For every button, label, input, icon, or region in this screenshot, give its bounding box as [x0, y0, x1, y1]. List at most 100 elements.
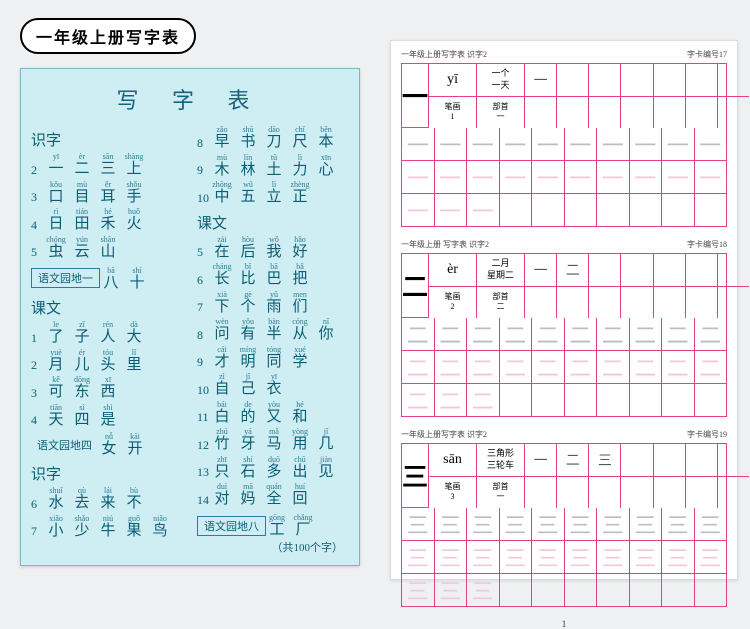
character: 马 [266, 436, 281, 453]
practice-block: 一年级上册写字表 识字2字卡编号17一yī一个 一天一笔画 1部首 一一一一一一… [401, 49, 727, 227]
char-row: 4tiān天sì四shì是 [31, 404, 183, 429]
page-title: 一年级上册写字表 [20, 18, 196, 54]
char-row: 7xià下gè个yǔ雨men们 [197, 291, 349, 316]
practice-cell: 三 [565, 541, 598, 573]
character: 目 [74, 189, 89, 206]
practice-cell: 二 [662, 318, 695, 350]
character: 中 [214, 189, 229, 206]
character: 半 [266, 326, 281, 343]
practice-cell: 二 [630, 351, 663, 383]
practice-cell: 三 [467, 508, 500, 540]
practice-cell: 一 [565, 161, 598, 193]
practice-cell [630, 384, 663, 416]
character: 同 [266, 354, 281, 371]
practice-cell: 一 [662, 161, 695, 193]
character: 可 [48, 384, 63, 401]
character: 早 [214, 134, 229, 151]
character: 只 [214, 464, 229, 481]
practice-cell: 二 [662, 351, 695, 383]
character: 你 [318, 326, 333, 343]
practice-cell: 三 [402, 541, 435, 573]
practice-cell [532, 384, 565, 416]
practice-cell: 一 [500, 161, 533, 193]
char-row: 2yuè月ér儿tóu头lǐ里 [31, 349, 183, 374]
practice-cell: 二 [532, 351, 565, 383]
character: 刀 [266, 134, 281, 151]
practice-cell [532, 194, 565, 226]
character: 竹 [214, 436, 229, 453]
section-heading: 识字 [31, 129, 183, 150]
practice-cell: 三 [662, 508, 695, 540]
character: 妈 [240, 491, 255, 508]
practice-cell [565, 574, 598, 606]
practice-cell: 三 [532, 541, 565, 573]
practice-cell: 二 [597, 351, 630, 383]
char-row: 语文园地一bā八shí十 [31, 263, 183, 291]
practice-cell [662, 574, 695, 606]
reference-sheet: 写 字 表 识字2yī一èr二sān三shàng上3kǒu口mù目ěr耳shǒu… [20, 68, 360, 566]
practice-cell: 一 [402, 194, 435, 226]
character: 子 [74, 329, 89, 346]
character: 白 [214, 409, 229, 426]
character: 火 [126, 216, 141, 233]
character: 才 [214, 354, 229, 371]
practice-cell: 一 [597, 128, 630, 160]
left-column: 识字2yī一èr二sān三shàng上3kǒu口mù目ěr耳shǒu手4rì日t… [31, 123, 183, 542]
character: 东 [74, 384, 89, 401]
character: 在 [214, 244, 229, 261]
char-row: 11bái白de的yòu又hé和 [197, 401, 349, 426]
practice-cell: 二 [402, 351, 435, 383]
practice-cell: 一 [467, 194, 500, 226]
practice-cell: 三 [467, 541, 500, 573]
practice-cell: 三 [597, 541, 630, 573]
practice-cell: 三 [402, 508, 435, 540]
character: 云 [74, 244, 89, 261]
character: 水 [48, 495, 63, 512]
character: 工 [269, 522, 284, 539]
character: 开 [127, 441, 142, 458]
practice-cell: 三 [435, 541, 468, 573]
character: 有 [240, 326, 255, 343]
char-row: 8wèn问yǒu有bàn半cóng从nǐ你 [197, 318, 349, 343]
character: 天 [48, 412, 63, 429]
char-row: 2yī一èr二sān三shàng上 [31, 153, 183, 178]
practice-cell: 二 [435, 318, 468, 350]
character: 月 [48, 357, 63, 374]
practice-cell: 一 [467, 161, 500, 193]
character: 日 [48, 216, 63, 233]
character: 回 [292, 491, 307, 508]
char-row: 10zhōng中wǔ五lì立zhèng正 [197, 181, 349, 206]
practice-cell: 三 [630, 508, 663, 540]
char-row: 3kǒu口mù目ěr耳shǒu手 [31, 181, 183, 206]
character: 田 [74, 216, 89, 233]
practice-cell: 三 [695, 541, 727, 573]
practice-cell: 一 [435, 161, 468, 193]
section-chip: 语文园地八 [197, 516, 266, 536]
character: 土 [266, 162, 281, 179]
practice-cell: 一 [402, 161, 435, 193]
character: 对 [214, 491, 229, 508]
practice-cell: 三 [435, 508, 468, 540]
big-character: 二 [402, 254, 429, 318]
practice-cell: 二 [467, 384, 500, 416]
practice-cell [662, 194, 695, 226]
character: 石 [240, 464, 255, 481]
character: 比 [240, 271, 255, 288]
practice-cell: 二 [695, 318, 727, 350]
character: 出 [292, 464, 307, 481]
character: 好 [292, 244, 307, 261]
practice-cell: 二 [500, 318, 533, 350]
practice-cell: 三 [630, 541, 663, 573]
character: 二 [74, 161, 89, 178]
character: 十 [129, 275, 144, 292]
character: 后 [240, 244, 255, 261]
char-row: 9cái才míng明tóng同xué学 [197, 346, 349, 371]
character: 小 [48, 523, 63, 540]
character: 本 [318, 134, 333, 151]
practice-cell: 一 [565, 128, 598, 160]
character: 女 [101, 441, 116, 458]
character: 学 [292, 354, 307, 371]
practice-cell: 二 [435, 351, 468, 383]
character: 尺 [292, 134, 307, 151]
character: 西 [100, 384, 115, 401]
